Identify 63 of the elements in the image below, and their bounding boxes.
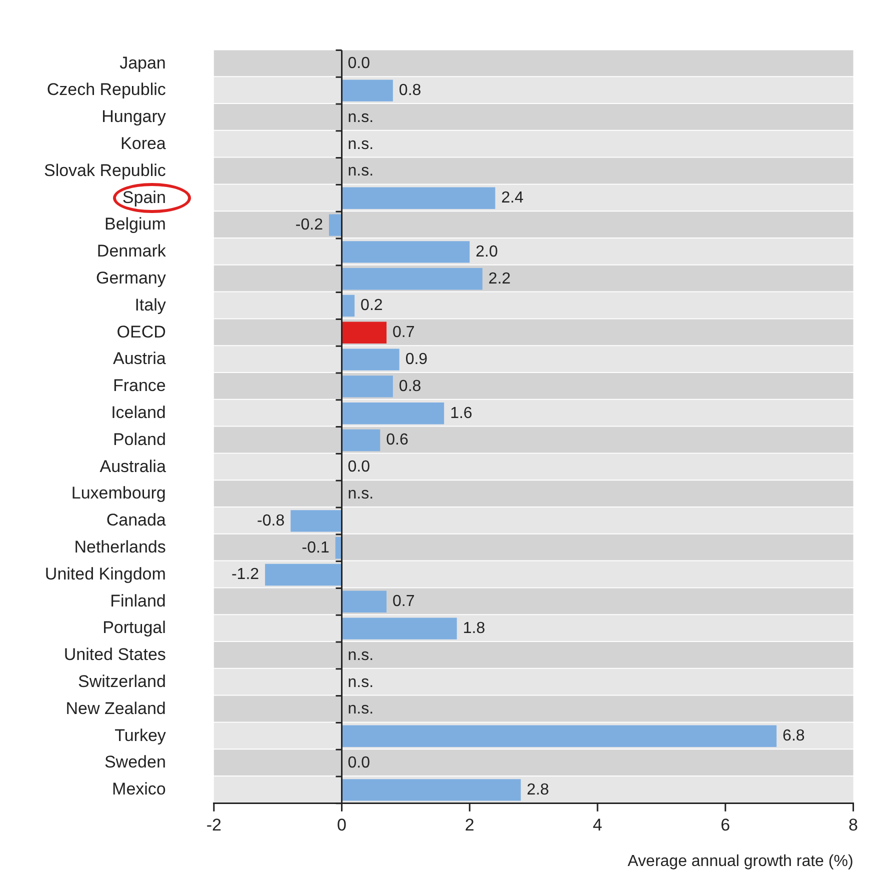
y-tick-label: France	[112, 376, 166, 396]
text: n.s.	[348, 700, 374, 718]
data-label: -1.2	[231, 566, 260, 584]
y-tick-label: Mexico	[112, 780, 166, 799]
data-label: 2.8	[526, 781, 550, 798]
y-tick-label: United States	[64, 645, 166, 664]
y-tick-label: Belgium	[104, 214, 166, 234]
data-label: -0.2	[295, 216, 324, 234]
y-tick-label: Iceland	[111, 403, 166, 422]
data-label: 0.0	[348, 458, 370, 476]
y-tick-label: Austria	[112, 349, 166, 368]
data-label: 1.8	[462, 620, 486, 637]
text: n.s.	[348, 674, 374, 691]
x-tick-label: 8	[848, 815, 858, 834]
data-label: 2.0	[476, 243, 498, 260]
y-tick-label: Poland	[112, 430, 166, 449]
y-tick-label: Australia	[100, 456, 166, 476]
y-tick-label: Hungary	[102, 107, 166, 126]
y-tick-label: United Kingdom	[44, 564, 166, 584]
data-label: 0.7	[392, 324, 415, 342]
data-label: 6.8	[782, 728, 805, 745]
data-label: -0.1	[302, 539, 330, 556]
text: n.s.	[348, 162, 374, 180]
y-tick-label: Portugal	[102, 618, 166, 638]
y-tick-label: Germany	[96, 268, 166, 288]
y-tick-label: Luxembourg	[71, 484, 166, 503]
data-label: -0.8	[257, 512, 285, 530]
data-label: 0.0	[348, 55, 370, 72]
data-label: 1.6	[450, 404, 472, 422]
text: n.s.	[348, 485, 374, 502]
y-tick-label: Finland	[110, 591, 166, 610]
y-tick-label: Turkey	[114, 726, 166, 745]
y-tick-label: Spain	[122, 188, 166, 207]
x-tick-label: 0	[337, 815, 347, 834]
data-label: 0.9	[405, 350, 428, 368]
x-tick-label: 2	[464, 815, 474, 834]
x-tick-label: -2	[206, 815, 222, 834]
x-tick-label: 6	[720, 815, 730, 834]
data-label: 2.4	[501, 190, 524, 207]
y-tick-label: Czech Republic	[46, 80, 166, 100]
y-tick-label: Slovak Republic	[44, 160, 166, 180]
x-tick-label: 4	[592, 815, 602, 834]
data-label: 2.2	[488, 270, 511, 288]
y-tick-label: Italy	[134, 295, 166, 314]
y-tick-label: Switzerland	[78, 672, 166, 692]
text: n.s.	[348, 646, 374, 664]
y-tick-label: Canada	[106, 510, 166, 530]
data-label: 0.2	[360, 297, 383, 314]
y-tick-label: Korea	[120, 134, 166, 154]
data-label: 0.8	[398, 378, 422, 395]
y-tick-label: New Zealand	[66, 698, 166, 718]
y-tick-label: Denmark	[96, 242, 166, 261]
x-axis-title: Average annual growth rate (%)	[628, 852, 854, 870]
y-tick-label: OECD	[116, 322, 166, 342]
y-tick-label: Netherlands	[74, 538, 166, 557]
data-label: 0.0	[348, 754, 370, 772]
text: n.s.	[348, 108, 374, 126]
text: n.s.	[348, 136, 374, 153]
data-label: 0.7	[392, 593, 415, 610]
y-tick-label: Japan	[120, 53, 166, 72]
data-label: 0.6	[386, 432, 408, 449]
y-tick-label: Sweden	[104, 752, 166, 772]
data-label: 0.8	[398, 82, 422, 99]
